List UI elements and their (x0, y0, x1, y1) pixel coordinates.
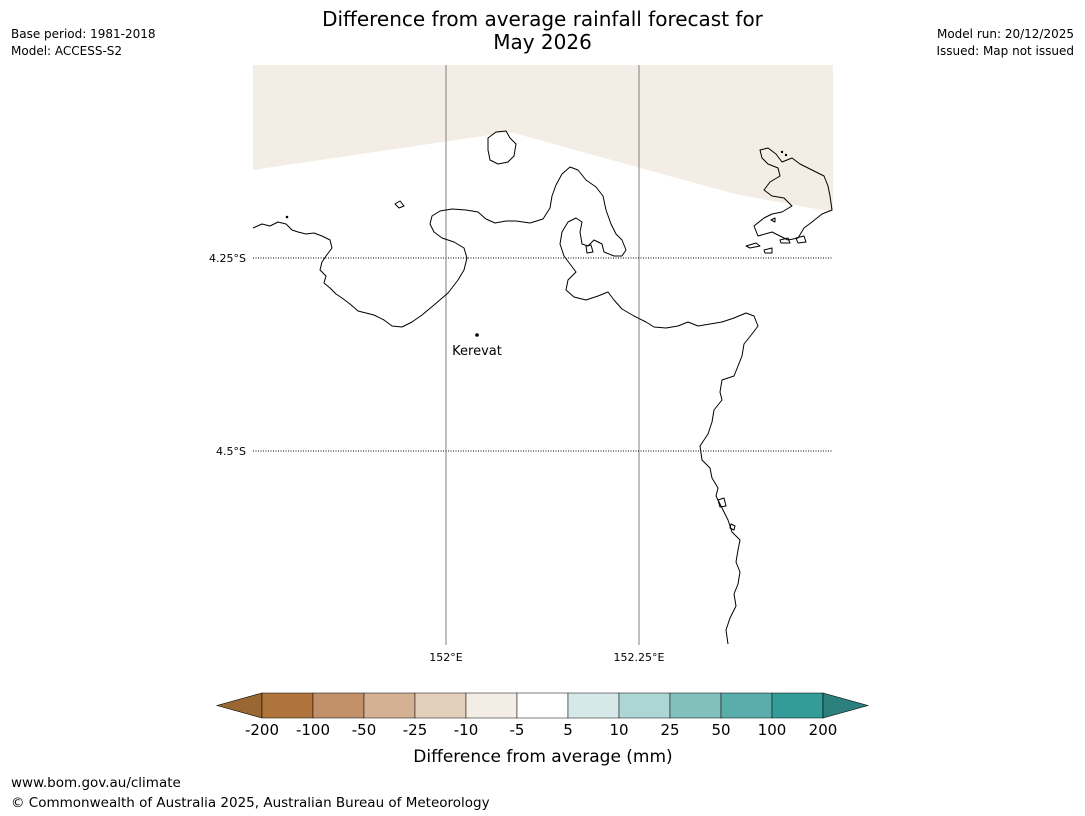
lon-label-152e: 152°E (429, 651, 462, 664)
place-label: Kerevat (452, 344, 502, 359)
coastline-islet-east-2 (763, 247, 773, 254)
footer-url: www.bom.gov.au/climate (11, 775, 181, 791)
colorbar-segment (516, 692, 569, 719)
coastline-islet-east-4 (795, 235, 807, 244)
colorbar-segment (414, 692, 467, 719)
model-run-text: Model run: 20/12/2025 (936, 27, 1074, 41)
colorbar-tick-label: 10 (609, 721, 628, 739)
model-text: Model: ACCESS-S2 (11, 44, 123, 58)
colorbar-tick-label: 50 (711, 721, 730, 739)
islet-dot-west (285, 215, 289, 219)
colorbar-tick-label: 200 (809, 721, 838, 739)
colorbar-tick-label: -5 (510, 721, 525, 739)
lon-label-152-25e: 152.25°E (614, 651, 665, 664)
colorbar-segment (669, 692, 722, 719)
colorbar-segment (363, 692, 416, 719)
coastline-main (252, 166, 759, 645)
colorbar-tick-label: -50 (352, 721, 377, 739)
coastline-islet-west (394, 200, 405, 209)
base-period-text: Base period: 1981-2018 (11, 27, 156, 41)
colorbar-segment (771, 692, 824, 719)
issued-text: Issued: Map not issued (936, 44, 1074, 58)
meta-left: Base period: 1981-2018 Model: ACCESS-S2 (11, 26, 156, 60)
coastline-duke-of-york (753, 147, 833, 241)
colorbar-extend-high (822, 692, 870, 719)
map-title: Difference from average rainfall forecas… (0, 8, 1085, 54)
title-line-1: Difference from average rainfall forecas… (322, 7, 763, 31)
title-line-2: May 2026 (493, 30, 592, 54)
colorbar-tick-label: -100 (296, 721, 330, 739)
lat-label-4-5s: 4.5°S (216, 445, 246, 458)
meta-right: Model run: 20/12/2025 Issued: Map not is… (936, 26, 1074, 60)
colorbar-tick-label: -10 (454, 721, 479, 739)
coastline-islet-inlet (585, 244, 594, 254)
colorbar-extend-low (215, 692, 263, 719)
colorbar-segment (567, 692, 620, 719)
footer-copyright: © Commonwealth of Australia 2025, Austra… (11, 795, 490, 811)
colorbar-tick-label: -200 (245, 721, 279, 739)
colorbar-label: Difference from average (mm) (413, 747, 672, 767)
colorbar-segment (720, 692, 773, 719)
coastline-islet-east-5 (770, 217, 776, 223)
colorbar-tick-label: -25 (403, 721, 428, 739)
colorbar-segment (618, 692, 671, 719)
coastline-islet-river-2 (729, 523, 736, 531)
colorbar-tick-label: 5 (563, 721, 573, 739)
colorbar-segment (261, 692, 314, 719)
coastline-island-north (487, 130, 517, 165)
map-panel (252, 65, 833, 645)
coastline-islet-east-1 (745, 242, 761, 249)
islet-dot-east-2 (784, 153, 788, 157)
colorbar-tick-label: 100 (758, 721, 787, 739)
coastline-islet-east-3 (779, 237, 791, 244)
lat-label-4-25s: 4.25°S (209, 252, 246, 265)
colorbar-tick-label: 25 (660, 721, 679, 739)
colorbar-segment (465, 692, 518, 719)
colorbar: -200 -100 -50 -25 -10 -5 5 10 25 50 100 200 (215, 692, 870, 739)
colorbar-segment (312, 692, 365, 719)
place-marker-dot (475, 333, 479, 337)
islet-dot-east-1 (780, 150, 784, 154)
coastline-islet-river-1 (717, 497, 727, 508)
forecast-shaded-region (253, 65, 833, 212)
